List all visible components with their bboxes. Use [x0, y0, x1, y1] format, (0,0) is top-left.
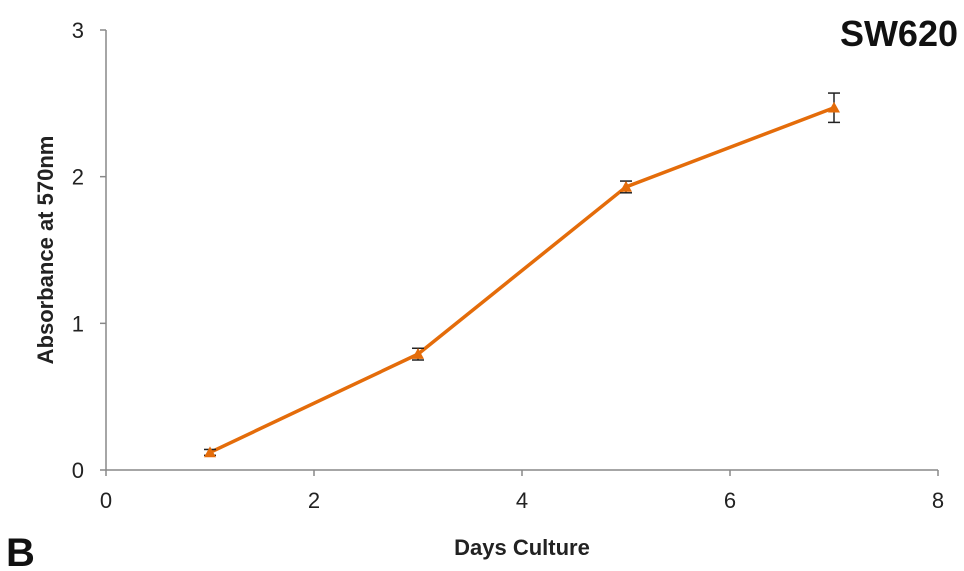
x-tick-label: 0 — [100, 488, 112, 513]
series-layer — [204, 92, 840, 458]
data-point — [620, 180, 632, 192]
x-axis-title: Days Culture — [454, 535, 590, 560]
y-axis-title: Absorbance at 570nm — [33, 136, 58, 365]
y-tick-label: 3 — [72, 18, 84, 43]
data-point — [412, 348, 424, 359]
panel-label: B — [6, 531, 35, 571]
data-point — [204, 446, 216, 458]
y-tick-label: 0 — [72, 458, 84, 483]
y-tick-label: 1 — [72, 311, 84, 336]
x-tick-label: 4 — [516, 488, 528, 513]
axes — [105, 30, 938, 471]
x-tick-label: 8 — [932, 488, 944, 513]
series-line — [209, 106, 835, 454]
ticks: 0 1 2 3 0 2 4 6 8 — [72, 18, 944, 513]
y-tick-label: 2 — [72, 165, 84, 190]
data-point — [828, 101, 840, 113]
chart-title: SW620 — [840, 13, 958, 54]
x-tick-label: 6 — [724, 488, 736, 513]
x-tick-label: 2 — [308, 488, 320, 513]
